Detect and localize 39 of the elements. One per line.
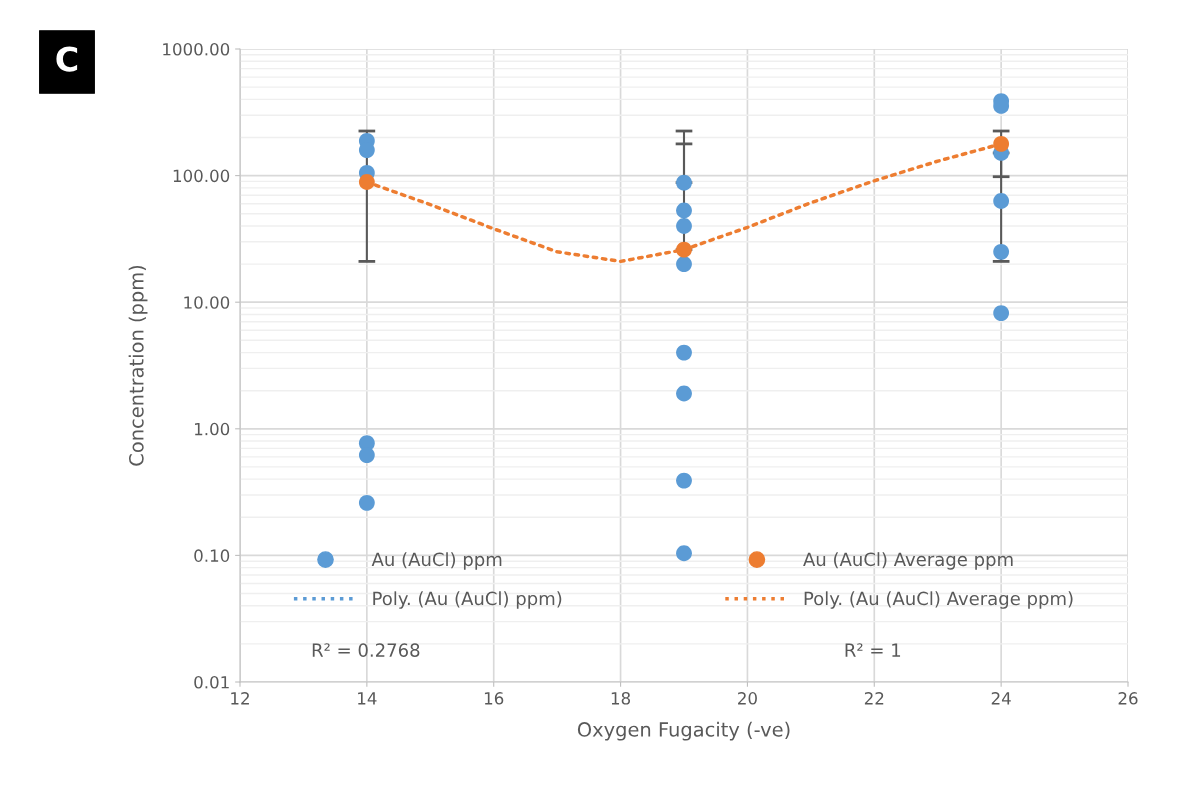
x-tick-label: 24 — [991, 692, 1011, 705]
point — [993, 193, 1010, 209]
x-axis-title: Oxygen Fugacity (-ve) — [577, 721, 790, 741]
legend-label: Au (AuCl) Average ppm — [803, 552, 1013, 570]
point — [358, 174, 375, 190]
y-tick-label: 10.00 — [184, 296, 230, 309]
x-tick-label: 12 — [231, 692, 249, 705]
legend-label: Poly. (Au (AuCl) ppm) — [373, 591, 562, 609]
y-tick-label: 1000.00 — [163, 42, 230, 56]
annotation: R² = 1 — [845, 643, 901, 657]
point — [358, 447, 375, 463]
x-tick-label: 26 — [1118, 692, 1138, 705]
y-tick-label: 1.00 — [195, 422, 230, 436]
y-tick-label: 0.10 — [194, 549, 230, 562]
point — [676, 218, 692, 234]
x-tick-label: 16 — [484, 692, 504, 705]
point — [676, 472, 692, 489]
x-tick-label: 20 — [738, 692, 757, 705]
point — [676, 256, 692, 273]
point — [676, 385, 692, 402]
point — [676, 202, 692, 219]
y-tick-label: 0.01 — [194, 675, 229, 689]
y-tick-label: 100.00 — [173, 169, 230, 183]
point — [993, 243, 1010, 260]
point — [676, 545, 692, 562]
text: C — [56, 46, 78, 72]
point — [676, 174, 692, 191]
y-axis-title: Concentration (ppm) — [128, 265, 148, 466]
x-tick-label: 18 — [611, 692, 631, 705]
x-tick-label: 22 — [864, 692, 884, 705]
point — [993, 135, 1010, 152]
annotation: R² = 0.2768 — [312, 643, 420, 657]
point — [358, 494, 375, 511]
legend-label: Poly. (Au (AuCl) Average ppm) — [804, 591, 1073, 609]
point — [676, 241, 692, 258]
point — [676, 344, 692, 361]
x-tick-label: 14 — [358, 692, 377, 705]
legend-label: Au (AuCl) ppm — [371, 552, 502, 570]
point — [993, 305, 1010, 322]
